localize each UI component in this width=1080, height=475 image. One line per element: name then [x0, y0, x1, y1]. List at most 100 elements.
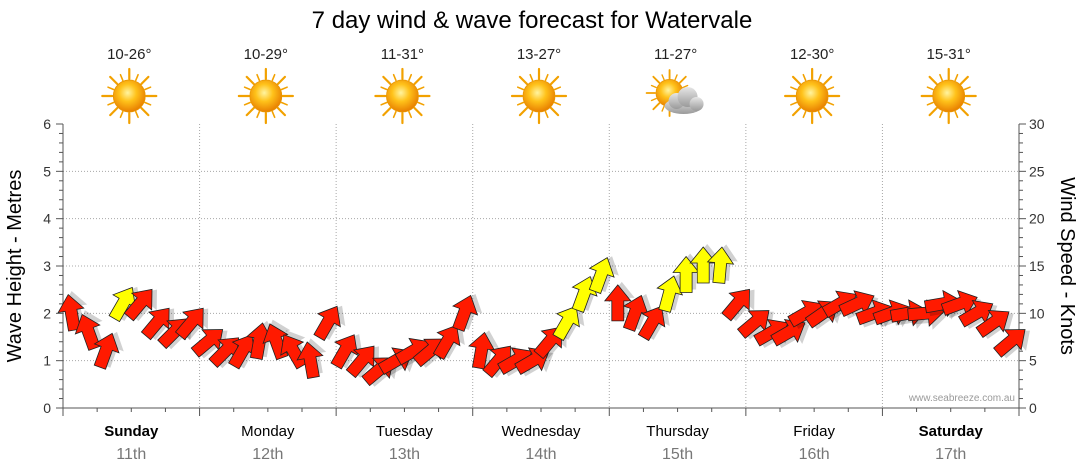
sun-ray [650, 97, 657, 102]
left-axis-title: Wave Height - Metres [4, 170, 26, 363]
sun-ray [280, 101, 288, 106]
right-axis-title: Wind Speed - Knots [1056, 177, 1078, 355]
wind-arrow [993, 329, 1030, 359]
sun-ray [382, 106, 392, 117]
day-name-label: Sunday [104, 423, 159, 440]
sun-icon [784, 67, 841, 125]
wind-arrows [57, 244, 1030, 387]
day-name-label: Wednesday [502, 423, 581, 440]
sun-shape [920, 67, 977, 125]
wind-arrow-body [330, 334, 358, 370]
sun-ray [823, 106, 833, 117]
sun-ray [382, 75, 392, 86]
right-tick-label: 20 [1029, 211, 1045, 227]
wind-arrow-body [721, 288, 750, 322]
day-name-label: Friday [793, 423, 835, 440]
sun-ray [518, 106, 529, 117]
sun-ray [682, 84, 689, 89]
sun-ray [791, 106, 802, 117]
sun-ray [802, 73, 807, 82]
sun-ray [954, 110, 959, 119]
sun-shape [784, 67, 841, 125]
sun-ray [243, 101, 251, 106]
sun-ray [939, 73, 944, 82]
wind-arrow-body [975, 309, 1010, 339]
sun-ray [674, 74, 678, 81]
cloud-part [689, 97, 704, 111]
sun-ray [280, 86, 288, 91]
wind-arrow-body [432, 324, 461, 360]
sun-icon [237, 67, 294, 125]
right-tick-label: 0 [1029, 400, 1037, 416]
sun-ray [926, 101, 934, 106]
wind-arrow-body [552, 305, 580, 342]
sun-ray [144, 86, 152, 91]
sun-ray [790, 101, 798, 106]
wind-arrow [296, 338, 327, 379]
sun-ray [408, 110, 413, 119]
sun-ray [817, 110, 822, 119]
sun-ray [516, 86, 525, 91]
wind-arrow-body [706, 246, 735, 284]
wind-arrow-body [736, 310, 770, 339]
wind-arrow-body [108, 286, 137, 323]
right-tick-label: 25 [1029, 163, 1045, 179]
wind-arrow [330, 334, 363, 370]
sun-ray [107, 86, 115, 91]
left-tick-label: 2 [43, 305, 51, 321]
sun-ray [549, 106, 560, 117]
day-name-label: Saturday [919, 423, 984, 440]
sun-ray [134, 110, 139, 119]
wind-arrow-body [452, 294, 479, 332]
sun-ray [529, 73, 534, 82]
sun-disc [932, 79, 966, 113]
sun-ray [256, 73, 261, 82]
cloud-shape [664, 87, 704, 114]
sun-disc [249, 79, 283, 113]
sun-ray [417, 86, 425, 91]
wind-arrow-body [468, 331, 496, 370]
wind-arrow [468, 330, 500, 370]
sun-ray [544, 73, 549, 82]
sun-ray [959, 75, 969, 86]
sun-ray [650, 84, 657, 89]
sun-disc [112, 79, 146, 113]
wind-arrow-body [603, 284, 632, 322]
wind-arrow [588, 256, 619, 295]
sun-ray [140, 75, 150, 86]
wind-arrow [432, 324, 465, 360]
wind-arrow [452, 293, 483, 332]
wind-arrow-body [770, 319, 806, 347]
wind-arrow-body [637, 305, 666, 342]
sun-ray [413, 75, 423, 86]
sun-ray [791, 75, 802, 86]
wind-arrow [622, 293, 653, 332]
sun-ray [119, 73, 124, 82]
sun-ray [661, 105, 665, 112]
wind-arrow [345, 345, 380, 379]
sun-ray [243, 86, 251, 91]
sun-ray [271, 110, 276, 119]
temperature-label: 12-30° [790, 46, 834, 63]
sun-ray [408, 73, 413, 82]
sun-ray [392, 73, 397, 82]
wind-arrow-body [672, 255, 700, 293]
daily-weather-header: 10-26° 10-29° 11-31° 13-27° 11-27° 12-30° 15-3… [101, 46, 977, 125]
wind-arrow-body [622, 294, 649, 332]
sun-ray [928, 106, 938, 117]
wind-arrow-body [140, 307, 170, 341]
wind-arrow [706, 244, 738, 284]
sun-ray [928, 75, 938, 86]
right-tick-label: 10 [1029, 305, 1045, 321]
sun-ray [827, 86, 835, 91]
sun-ray [963, 86, 971, 91]
wind-arrow [721, 288, 755, 322]
chart-title: 7 day wind & wave forecast for Watervale [312, 7, 753, 34]
sun-ray [678, 75, 687, 84]
day-name-label: Monday [241, 423, 295, 440]
wind-arrow-body [296, 341, 324, 379]
partly-cloudy-icon [645, 69, 704, 117]
sun-ray [823, 75, 833, 86]
left-tick-label: 6 [43, 116, 51, 132]
wind-arrow-body [123, 288, 153, 322]
